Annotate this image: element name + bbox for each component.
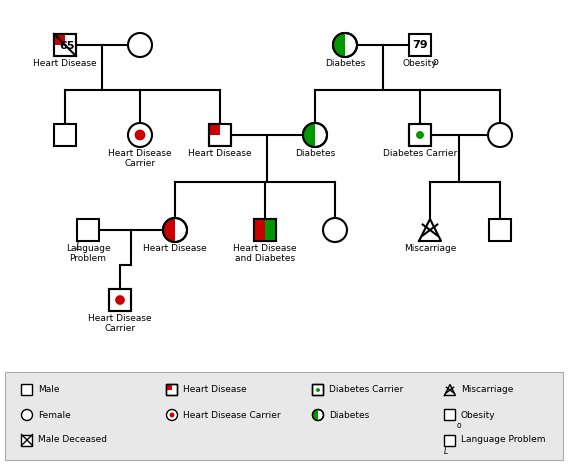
Bar: [167, 385, 178, 396]
Text: Diabetes: Diabetes: [325, 59, 365, 68]
Text: 79: 79: [412, 40, 428, 50]
Bar: [409, 34, 431, 56]
Text: Diabetes Carrier: Diabetes Carrier: [329, 385, 403, 394]
Bar: [167, 385, 172, 390]
Bar: [209, 124, 220, 135]
Text: Miscarriage: Miscarriage: [461, 385, 513, 394]
Circle shape: [128, 123, 152, 147]
Text: L: L: [76, 242, 81, 252]
Bar: [22, 434, 32, 445]
Bar: [489, 219, 511, 241]
Circle shape: [312, 410, 324, 420]
Bar: [444, 410, 456, 420]
Circle shape: [167, 410, 178, 420]
Bar: [54, 34, 76, 56]
Bar: [265, 219, 276, 241]
Text: Language Problem: Language Problem: [461, 436, 546, 445]
Text: o: o: [456, 421, 461, 431]
Bar: [312, 385, 324, 396]
Circle shape: [135, 130, 146, 140]
Wedge shape: [333, 33, 345, 57]
Circle shape: [170, 412, 175, 418]
Text: Heart Disease
Carrier: Heart Disease Carrier: [88, 314, 152, 333]
Circle shape: [416, 131, 424, 139]
Circle shape: [128, 33, 152, 57]
Bar: [54, 124, 76, 146]
Text: 65: 65: [59, 41, 75, 51]
Bar: [209, 124, 231, 146]
Bar: [167, 385, 178, 396]
Circle shape: [22, 410, 32, 420]
Text: o: o: [433, 57, 439, 67]
Circle shape: [323, 218, 347, 242]
Text: Miscarriage: Miscarriage: [404, 244, 456, 253]
Text: L: L: [443, 446, 448, 456]
Bar: [254, 219, 276, 241]
Bar: [209, 124, 231, 146]
Text: Diabetes: Diabetes: [295, 149, 335, 158]
Bar: [5, 372, 563, 460]
Bar: [109, 289, 131, 311]
Bar: [22, 385, 32, 396]
Text: Female: Female: [38, 411, 71, 419]
Text: Obesity: Obesity: [403, 59, 438, 68]
Bar: [109, 289, 131, 311]
Text: Heart Disease: Heart Disease: [188, 149, 252, 158]
Text: Male: Male: [38, 385, 60, 394]
Wedge shape: [312, 410, 318, 420]
Circle shape: [316, 388, 320, 392]
Bar: [312, 385, 324, 396]
Text: Diabetes Carrier: Diabetes Carrier: [383, 149, 457, 158]
Text: Heart Disease Carrier: Heart Disease Carrier: [183, 411, 281, 419]
Text: Language
Problem: Language Problem: [65, 244, 110, 263]
Circle shape: [303, 123, 327, 147]
Bar: [77, 219, 99, 241]
Circle shape: [115, 295, 125, 305]
Wedge shape: [303, 123, 315, 147]
Bar: [254, 219, 276, 241]
Text: Heart Disease
Carrier: Heart Disease Carrier: [108, 149, 172, 168]
Wedge shape: [163, 218, 175, 242]
Circle shape: [488, 123, 512, 147]
Bar: [444, 434, 456, 445]
Bar: [54, 34, 76, 56]
Text: Male Deceased: Male Deceased: [38, 436, 107, 445]
Bar: [54, 34, 65, 45]
Text: Heart Disease
and Diabetes: Heart Disease and Diabetes: [233, 244, 297, 263]
Text: Heart Disease: Heart Disease: [183, 385, 246, 394]
Text: Diabetes: Diabetes: [329, 411, 369, 419]
Circle shape: [163, 218, 187, 242]
Circle shape: [333, 33, 357, 57]
Bar: [254, 219, 265, 241]
Bar: [409, 124, 431, 146]
Text: Heart Disease: Heart Disease: [33, 59, 97, 68]
Text: Heart Disease: Heart Disease: [143, 244, 207, 253]
Text: Obesity: Obesity: [461, 411, 496, 419]
Bar: [409, 124, 431, 146]
